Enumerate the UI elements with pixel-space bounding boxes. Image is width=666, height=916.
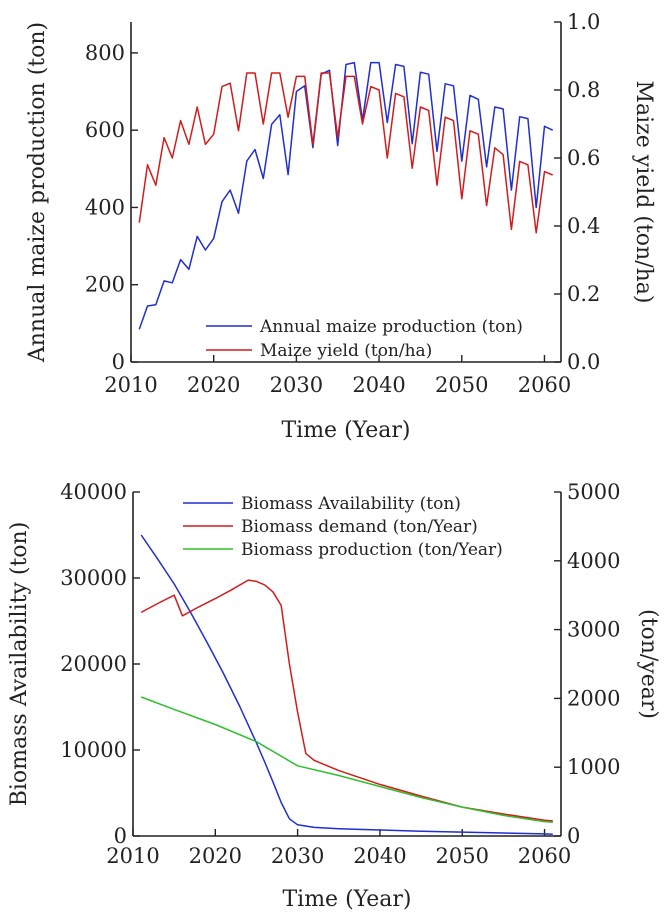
y-axis-label-right: Maize yield (ton/ha) [631, 81, 656, 304]
chart-maize: 2010 2020 2030 2040 2050 2060 0 200 400 600 800 0.0… [25, 10, 656, 443]
x-tick-label: 2060 [518, 373, 571, 397]
y-axis-label-right: (ton/year) [636, 609, 661, 719]
x-tick-label: 2040 [352, 373, 405, 397]
x-tick-label: 2060 [518, 844, 571, 868]
y-left-tick-label: 40000 [60, 480, 127, 504]
y-left-tick-label: 20000 [60, 652, 127, 676]
y-right-tick-label: 0.0 [567, 350, 600, 374]
y-right-tick-label: 2000 [567, 686, 620, 710]
x-tick-label: 2010 [104, 373, 157, 397]
series-line-1 [140, 579, 553, 822]
legend-label-2: Biomass production (ton/Year) [241, 540, 503, 560]
y-left-tick-label: 600 [85, 118, 125, 142]
y-left-tick-label: 0 [112, 350, 125, 374]
x-tick-label: 2030 [271, 844, 324, 868]
x-tick-label: 2020 [189, 844, 242, 868]
chart-biomass: 2010 2020 2030 2040 2050 20600100002000030000… [7, 480, 661, 912]
x-tick-label: 2010 [106, 844, 159, 868]
y-left-tick-label: 800 [85, 41, 125, 65]
y-right-tick-label: 4000 [567, 549, 620, 573]
x-axis-label: Time (Year) [282, 887, 411, 912]
y-right-tick-label: 5000 [567, 480, 620, 504]
y-right-tick-label: 0.6 [567, 146, 600, 170]
y-left-tick-label: 10000 [60, 738, 127, 762]
y-right-tick-label: 0 [567, 824, 580, 848]
y-axis-label-left: Biomass Availability (ton) [7, 522, 32, 807]
y-right-tick-label: 1.0 [567, 10, 600, 34]
x-tick-label: 2030 [270, 373, 323, 397]
y-left-tick-label: 400 [85, 195, 125, 219]
x-axis-label: Time (Year) [281, 418, 410, 443]
x-tick-label: 2050 [435, 373, 488, 397]
y-left-tick-label: 200 [85, 273, 125, 297]
y-left-tick-label: 30000 [60, 566, 127, 590]
y-right-tick-label: 0.4 [567, 214, 600, 238]
y-right-tick-label: 3000 [567, 618, 620, 642]
legend-label-0: Biomass Availability (ton) [241, 494, 461, 514]
y-right-tick-label: 0.8 [567, 78, 600, 102]
series-line-2 [140, 696, 553, 823]
legend-label-0: Annual maize production (ton) [259, 317, 523, 337]
series-line-1 [138, 72, 553, 234]
y-right-tick-label: 0.2 [567, 282, 600, 306]
legend-label-1: Maize yield (ton/ha) [260, 341, 432, 361]
x-tick-label: 2020 [187, 373, 240, 397]
legend-label-1: Biomass demand (ton/Year) [241, 517, 478, 537]
y-right-tick-label: 1000 [567, 755, 620, 779]
series-line-0 [140, 534, 553, 836]
y-axis-label-left: Annual maize production (ton) [25, 22, 50, 363]
y-left-tick-label: 0 [114, 824, 127, 848]
x-tick-label: 2050 [436, 844, 489, 868]
x-tick-label: 2040 [353, 844, 406, 868]
series-line-0 [138, 61, 554, 330]
